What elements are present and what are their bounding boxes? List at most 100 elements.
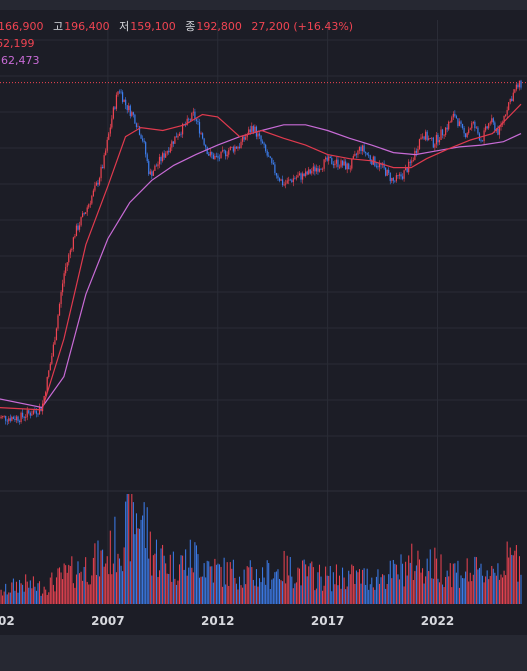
candle-body <box>228 149 230 155</box>
volume-bar <box>83 566 85 604</box>
candle-body <box>143 140 145 143</box>
volume-bar <box>29 580 31 604</box>
volume-bar <box>45 589 47 604</box>
volume-bar <box>46 594 48 604</box>
volume-bar <box>426 558 428 604</box>
volume-bar <box>409 562 411 604</box>
candle-body <box>78 225 81 230</box>
candle-body <box>118 91 121 93</box>
candle-body <box>43 395 45 404</box>
volume-bar <box>489 575 491 604</box>
volume-bar <box>139 528 141 604</box>
volume-bar <box>369 584 371 604</box>
candle-body <box>138 126 141 135</box>
candle-body <box>178 133 181 136</box>
candle-body <box>295 177 298 179</box>
candle-body <box>171 141 173 148</box>
open-value: 166,900 <box>0 20 44 33</box>
volume-bar <box>306 576 308 604</box>
candle-body <box>63 273 65 284</box>
candle-body <box>17 416 19 422</box>
candle-body <box>155 165 158 167</box>
volume-bar <box>149 531 151 604</box>
volume-bar <box>305 564 307 604</box>
candle-body <box>474 121 476 129</box>
candle-body <box>405 167 407 171</box>
candle-body <box>25 417 27 418</box>
candle-body <box>80 217 82 226</box>
candle-body <box>98 178 101 185</box>
volume-bar <box>62 579 64 604</box>
volume-bar <box>303 559 305 604</box>
candle-body <box>312 166 314 172</box>
candle-body <box>518 80 521 88</box>
volume-bar <box>131 494 133 604</box>
candle-body <box>121 92 124 102</box>
candle-body <box>209 151 211 156</box>
candle-body <box>335 159 338 164</box>
volume-bar <box>166 573 168 604</box>
candle-body <box>154 165 156 171</box>
volume-bar <box>332 572 334 604</box>
volume-bar <box>55 577 57 604</box>
volume-bar <box>412 579 414 604</box>
candle-body <box>200 133 202 135</box>
volume-bar <box>135 513 137 604</box>
volume-bar <box>95 574 97 604</box>
volume-bar <box>142 515 144 604</box>
candle-body <box>294 178 296 180</box>
volume-bar <box>334 584 336 604</box>
candle-body <box>332 164 334 166</box>
volume-bar <box>105 563 107 604</box>
volume-bar <box>185 549 187 604</box>
candle-body <box>15 416 18 421</box>
candle-body <box>361 145 364 152</box>
volume-bar <box>520 574 522 604</box>
volume-bar <box>298 568 300 604</box>
candle-body <box>360 146 362 152</box>
volume-bar <box>352 565 354 604</box>
volume-bar <box>2 595 4 604</box>
candle-body <box>517 84 519 88</box>
candle-body <box>257 133 259 137</box>
x-axis-labels: 2002 2007 2012 2017 2022 <box>0 614 454 628</box>
volume-bar <box>226 562 228 604</box>
volume-bar <box>338 575 340 604</box>
candle-body <box>82 213 84 218</box>
candle-body <box>491 118 493 123</box>
volume-bar <box>286 555 288 604</box>
volume-bar <box>402 563 404 604</box>
candle-body <box>249 129 251 133</box>
volume-bar <box>40 595 42 604</box>
volume-bar <box>43 586 45 604</box>
volume-bar <box>80 571 82 604</box>
candle-body <box>366 152 368 155</box>
volume-bar <box>425 576 427 604</box>
candle-body <box>83 213 85 215</box>
candle-body <box>477 127 479 134</box>
candle-body <box>288 179 290 181</box>
volume-bar <box>452 563 454 604</box>
volume-bar <box>255 569 257 604</box>
volume-bar <box>120 565 122 604</box>
volume-bar <box>114 516 116 604</box>
candle-body <box>246 134 248 138</box>
volume-bar <box>92 557 94 604</box>
volume-bar <box>51 572 53 604</box>
volume-bar <box>157 576 159 604</box>
candle-body <box>22 412 24 417</box>
volume-bar <box>363 568 365 604</box>
volume-bar <box>472 574 474 604</box>
candle-body <box>51 355 53 364</box>
volume-bar <box>115 572 117 604</box>
candle-body <box>489 122 491 124</box>
candle-body <box>68 254 70 263</box>
volume-bar <box>82 580 84 604</box>
volume-bar <box>371 577 373 604</box>
volume-bar <box>183 569 185 604</box>
candle-body <box>471 123 473 129</box>
candle-body <box>345 161 347 170</box>
volume-bar <box>511 554 513 604</box>
bottom-bar <box>0 635 527 671</box>
